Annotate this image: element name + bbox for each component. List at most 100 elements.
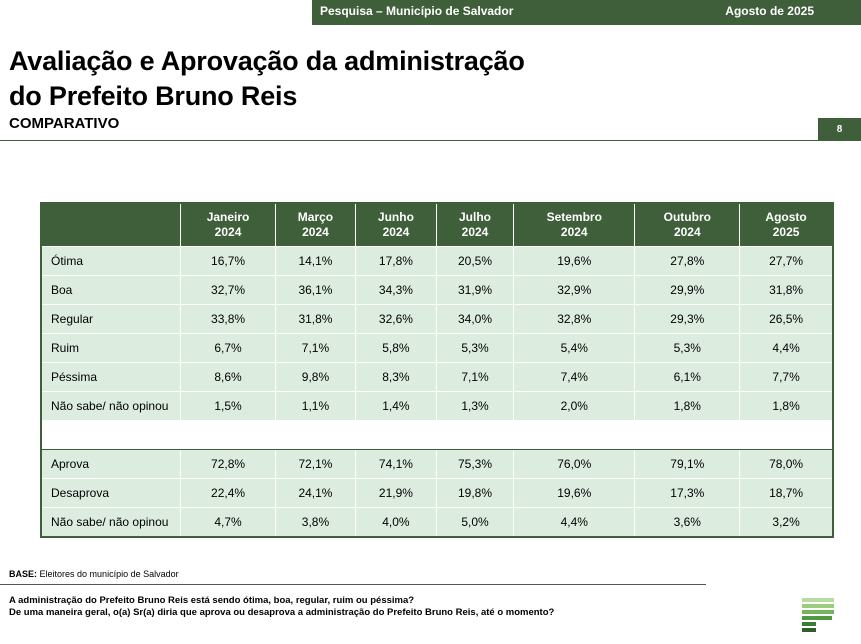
column-month: Agosto (765, 210, 807, 224)
value-cell: 1,3% (435, 391, 515, 421)
column-month: Janeiro (206, 210, 250, 224)
top-bar: Pesquisa – Município de Salvador Agosto … (312, 0, 861, 25)
value-cell: 21,9% (354, 478, 437, 508)
table-row: Ótima 16,7% 14,1% 17,8% 20,5% 19,6% 27,8% 27,7% (40, 246, 834, 276)
row-label: Não sabe/ não opinou (40, 507, 181, 538)
separator-row (41, 420, 833, 450)
column-header: Julho 2024 (435, 203, 514, 247)
header-row: Janeiro 2024 Março 2024 Junho 2024 Julho 2024 Se… (41, 203, 833, 247)
table-row: Não sabe/ não opinou 4,7% 3,8% 4,0% 5,0% 4,4%… (40, 507, 834, 538)
value-cell: 1,5% (179, 391, 277, 421)
logo (802, 598, 834, 632)
separator-cell (41, 420, 833, 450)
value-cell: 22,4% (179, 478, 277, 508)
value-cell: 29,3% (634, 304, 741, 334)
value-cell: 3,8% (275, 507, 356, 538)
table-row: Péssima 8,6% 9,8% 8,3% 7,1% 7,4% 6,1% 7,7% (40, 362, 834, 392)
row-label: Não sabe/ não opinou (40, 391, 181, 421)
value-cell: 76,0% (513, 449, 636, 479)
value-cell: 4,7% (179, 507, 277, 538)
value-cell: 27,7% (739, 246, 834, 276)
column-month: Junho (377, 210, 414, 224)
table-row: Não sabe/ não opinou 1,5% 1,1% 1,4% 1,3% 2,0%… (40, 391, 834, 421)
column-header: Março 2024 (275, 203, 356, 247)
value-cell: 17,3% (634, 478, 741, 508)
table-row: Boa 32,7% 36,1% 34,3% 31,9% 32,9% 29,9% 31,8% (40, 275, 834, 305)
value-cell: 31,9% (435, 275, 515, 305)
value-cell: 31,8% (275, 304, 356, 334)
value-cell: 8,6% (179, 362, 277, 392)
value-cell: 1,8% (634, 391, 741, 421)
column-month: Setembro (546, 210, 602, 224)
value-cell: 26,5% (739, 304, 834, 334)
table-row: Regular 33,8% 31,8% 32,6% 34,0% 32,8% 29,3% 26,… (40, 304, 834, 334)
table-row: Ruim 6,7% 7,1% 5,8% 5,3% 5,4% 5,3% 4,4% (40, 333, 834, 363)
value-cell: 5,8% (354, 333, 437, 363)
value-cell: 34,3% (354, 275, 437, 305)
value-cell: 75,3% (435, 449, 515, 479)
value-cell: 2,0% (513, 391, 636, 421)
value-cell: 16,7% (179, 246, 277, 276)
column-year: 2025 (772, 225, 800, 239)
value-cell: 24,1% (275, 478, 356, 508)
value-cell: 1,4% (354, 391, 437, 421)
value-cell: 8,3% (354, 362, 437, 392)
value-cell: 7,1% (435, 362, 515, 392)
value-cell: 32,6% (354, 304, 437, 334)
row-label: Ruim (40, 333, 181, 363)
base-note: BASE: Eleitores do município de Salvador (9, 569, 179, 579)
value-cell: 1,1% (275, 391, 356, 421)
survey-date: Agosto de 2025 (725, 4, 814, 18)
value-cell: 6,1% (634, 362, 741, 392)
value-cell: 7,4% (513, 362, 636, 392)
column-year: 2024 (461, 225, 489, 239)
row-label: Regular (40, 304, 181, 334)
column-month: Março (297, 210, 334, 224)
table-row: Aprova 72,8% 72,1% 74,1% 75,3% 76,0% 79,1% 78,0… (40, 449, 834, 479)
value-cell: 1,8% (739, 391, 834, 421)
column-year: 2024 (560, 225, 588, 239)
value-cell: 17,8% (354, 246, 437, 276)
column-month: Julho (459, 210, 491, 224)
value-cell: 14,1% (275, 246, 356, 276)
column-header: Junho 2024 (354, 203, 437, 247)
value-cell: 6,7% (179, 333, 277, 363)
value-cell: 19,8% (435, 478, 515, 508)
column-header: Janeiro 2024 (179, 203, 276, 247)
column-year: 2024 (382, 225, 410, 239)
value-cell: 72,8% (179, 449, 277, 479)
row-label: Aprova (40, 449, 181, 479)
base-label: BASE: (9, 569, 38, 579)
value-cell: 72,1% (275, 449, 356, 479)
value-cell: 7,1% (275, 333, 356, 363)
value-cell: 36,1% (275, 275, 356, 305)
value-cell: 74,1% (354, 449, 437, 479)
questions: A administração do Prefeito Bruno Reis e… (9, 595, 554, 619)
value-cell: 32,7% (179, 275, 277, 305)
value-cell: 78,0% (739, 449, 834, 479)
value-cell: 19,6% (513, 246, 636, 276)
value-cell: 29,9% (634, 275, 741, 305)
corner-cell (41, 203, 181, 247)
comparison-table: Janeiro 2024 Março 2024 Junho 2024 Julho 2024 Se… (40, 202, 834, 538)
row-label: Desaprova (40, 478, 181, 508)
row-label: Boa (40, 275, 181, 305)
column-month: Outubro (663, 210, 711, 224)
column-year: 2024 (214, 225, 242, 239)
value-cell: 32,8% (513, 304, 636, 334)
column-year: 2024 (673, 225, 701, 239)
value-cell: 5,0% (435, 507, 515, 538)
value-cell: 33,8% (179, 304, 277, 334)
column-header: Outubro 2024 (634, 203, 740, 247)
value-cell: 19,6% (513, 478, 636, 508)
value-cell: 5,3% (435, 333, 515, 363)
question: A administração do Prefeito Bruno Reis e… (9, 595, 415, 606)
survey-name: Pesquisa – Município de Salvador (320, 4, 514, 18)
value-cell: 5,3% (634, 333, 741, 363)
column-header: Agosto 2025 (739, 203, 833, 247)
value-cell: 4,0% (354, 507, 437, 538)
subtitle: COMPARATIVO (9, 115, 120, 132)
value-cell: 79,1% (634, 449, 741, 479)
value-cell: 9,8% (275, 362, 356, 392)
footer-line (0, 584, 706, 585)
